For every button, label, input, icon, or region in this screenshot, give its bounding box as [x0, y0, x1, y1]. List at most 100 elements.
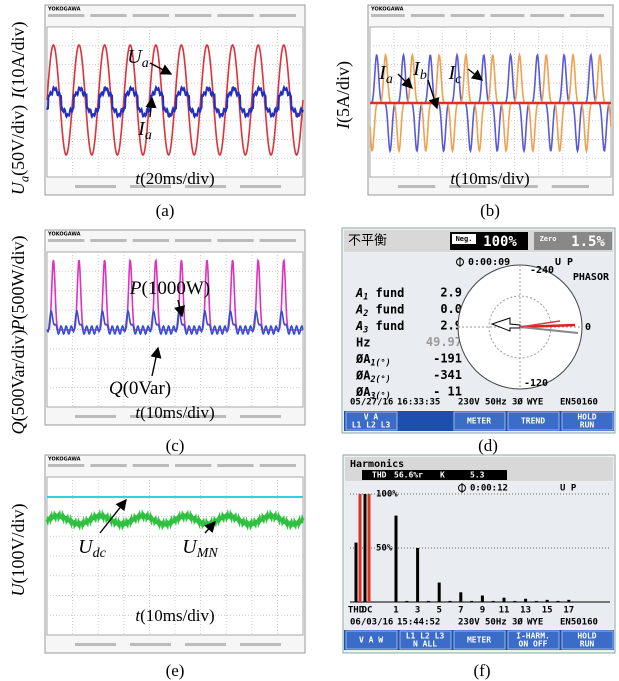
- label-part: a: [145, 128, 152, 143]
- x-axis-label: t(20ms/div): [135, 169, 214, 188]
- scope-footer-info: [75, 185, 116, 188]
- reading-value: 49.97: [426, 335, 462, 349]
- label-part: a: [17, 176, 31, 182]
- arrow: [174, 299, 186, 318]
- label-part: (10ms/div): [140, 403, 215, 422]
- softkey-label: TREND: [521, 417, 545, 426]
- arrow: [150, 346, 162, 377]
- status-text: 16:33:35: [397, 398, 440, 408]
- label-part: A: [355, 302, 363, 316]
- scope-header-info: [259, 14, 296, 17]
- y-axis-label: I(5A/div): [333, 61, 354, 130]
- softkey[interactable]: [561, 630, 614, 650]
- softkey[interactable]: [561, 411, 614, 431]
- scope-header-info: [132, 14, 169, 17]
- scope-footer-info: [130, 185, 171, 188]
- status-text: 230V: [458, 398, 480, 408]
- label-part: fund: [368, 319, 404, 333]
- label-part: t: [135, 606, 141, 625]
- softkey-label: METER: [467, 636, 491, 645]
- scope-header-info: [259, 464, 296, 467]
- polar-label: -240: [530, 265, 554, 276]
- label-part: MN: [196, 546, 219, 561]
- label-part: (10ms/div): [455, 169, 530, 188]
- caption: (a): [156, 201, 175, 220]
- status-text: 50Hz: [485, 398, 507, 408]
- softkey[interactable]: [453, 411, 506, 431]
- reading-label: A2 fund: [355, 302, 404, 318]
- status-text: 05/27/16: [350, 398, 393, 408]
- status-text: EN50160: [560, 618, 598, 628]
- scope-header-info: [530, 14, 565, 17]
- bar: [426, 600, 430, 602]
- label-part: dc: [93, 546, 107, 561]
- scope-header-info: [259, 239, 296, 242]
- x-axis-label: t(10ms/div): [135, 606, 214, 625]
- label-part: U: [78, 536, 94, 558]
- scope-footer-info: [185, 185, 226, 188]
- label-part: (5A/div): [333, 61, 354, 123]
- meter-title: 不平衡: [348, 234, 387, 249]
- bar: [470, 600, 474, 602]
- meter-title: Harmonics: [350, 458, 404, 470]
- softkey[interactable]: [345, 411, 398, 431]
- scope-footer-info: [240, 185, 281, 188]
- label-part: (10ms/div): [140, 606, 215, 625]
- scope-footer-info: [240, 643, 281, 646]
- bar: [354, 542, 358, 602]
- annotation: Ic: [448, 62, 463, 88]
- bar: [524, 598, 528, 602]
- reading-label: ØA1(°): [355, 352, 391, 368]
- x-tick-label: 9: [480, 606, 485, 616]
- x-axis-label: t(10ms/div): [135, 403, 214, 422]
- softkey[interactable]: [453, 630, 506, 650]
- scope-header-info: [90, 464, 127, 467]
- y-axis-label: P(500W/div): [8, 236, 29, 332]
- scope-footer-info: [185, 415, 226, 418]
- annotation: Ia: [378, 62, 393, 88]
- label-part: Hz: [356, 335, 370, 349]
- softkey-label: V A W: [359, 636, 383, 645]
- label-part: I: [448, 62, 457, 84]
- label-part: t: [135, 403, 141, 422]
- label-part: b: [420, 68, 427, 83]
- x-tick-label: 5: [436, 606, 441, 616]
- scope-brand: YOKOGAWA: [47, 7, 81, 13]
- x-tick-label: DC: [362, 606, 373, 616]
- annotation: Ia: [137, 118, 152, 144]
- bar: [534, 600, 538, 602]
- status-icons: U P: [560, 484, 577, 494]
- softkey-label: METER: [467, 417, 491, 426]
- label-part: A: [355, 319, 363, 333]
- x-tick-label: THD: [348, 606, 365, 616]
- softkey[interactable]: [507, 411, 560, 431]
- scope-footer-info: [130, 415, 171, 418]
- softkey-label: L1 L2 L3: [352, 421, 391, 430]
- neg-label: Neg.: [456, 235, 473, 243]
- mode-label: PHASOR: [573, 272, 610, 283]
- softkey[interactable]: [345, 630, 398, 650]
- scope-header-info: [90, 239, 127, 242]
- scope-header-info: [217, 239, 254, 242]
- scope-header-info: [48, 239, 85, 242]
- caption: (c): [166, 436, 185, 455]
- softkey[interactable]: [507, 630, 560, 650]
- label-part: fund: [368, 302, 404, 316]
- label-part: I: [378, 62, 387, 84]
- label-part: 1(°): [370, 357, 390, 367]
- label-part: P: [129, 278, 142, 299]
- scope-header-info: [175, 464, 212, 467]
- softkey-label: RUN: [580, 640, 595, 649]
- scope-footer-info: [130, 643, 171, 646]
- label-part: I: [333, 122, 353, 130]
- k-value: 5.3: [470, 471, 485, 480]
- y-axis-label: I(10A/div): [8, 22, 29, 100]
- bar: [545, 599, 549, 602]
- softkey[interactable]: [399, 630, 452, 650]
- bar: [513, 600, 517, 602]
- waveform: [46, 84, 304, 120]
- label-part: P: [8, 319, 28, 331]
- label-part: ØA: [355, 352, 371, 366]
- softkey-label: HOLD: [577, 413, 596, 422]
- label-part: (500Var/div): [8, 330, 29, 422]
